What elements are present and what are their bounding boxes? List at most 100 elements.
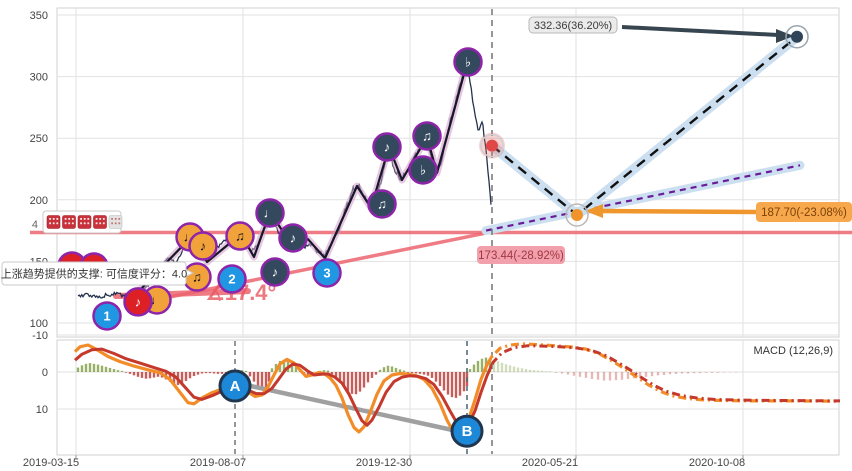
macd-histogram-bar xyxy=(638,372,642,378)
note-marker-dark[interactable] xyxy=(412,121,442,151)
support-icon xyxy=(46,215,61,229)
macd-histogram-bar xyxy=(216,372,220,374)
note-marker-dark-glyph: ♪ xyxy=(272,264,279,279)
macd-histogram-bar xyxy=(488,358,492,372)
support-icon-pip xyxy=(52,218,55,220)
macd-histogram-bar xyxy=(212,372,216,374)
macd-histogram-bar xyxy=(692,372,696,374)
macd-histogram-bar xyxy=(608,372,612,381)
macd-histogram-bar xyxy=(264,372,268,388)
support-level-label[interactable] xyxy=(477,246,565,264)
upside-target-dot[interactable] xyxy=(791,30,803,43)
macd-histogram-bar xyxy=(406,372,410,373)
signal-line-projection xyxy=(492,344,841,403)
macd-histogram-bar xyxy=(414,372,418,374)
note-marker-dark[interactable] xyxy=(453,47,483,77)
macd-histogram-bar xyxy=(492,359,496,372)
current-price-dot[interactable] xyxy=(486,139,498,152)
support-icon-pip xyxy=(80,218,82,220)
macd-histogram-bar xyxy=(438,372,442,387)
macd-histogram-bar xyxy=(710,372,714,373)
macd-point-A[interactable] xyxy=(218,369,252,403)
macd-histogram-bar xyxy=(394,367,398,372)
channel-projection-line[interactable] xyxy=(485,164,801,232)
macd-histogram-bar xyxy=(120,370,124,372)
note-marker-dark-glyph: ♩ xyxy=(264,205,277,220)
support-icon-pip xyxy=(56,218,59,220)
note-marker-dark[interactable] xyxy=(372,132,402,162)
support-icon-pip xyxy=(99,218,102,220)
note-marker-dark[interactable] xyxy=(408,155,438,185)
macd-histogram-bar xyxy=(462,372,466,392)
macd-histogram-bar xyxy=(602,372,606,381)
macd-params-label: MACD (12,26,9) xyxy=(754,345,833,357)
upside-target-label[interactable] xyxy=(528,16,618,34)
macd-histogram-bar xyxy=(496,361,500,372)
macd-histogram-bar xyxy=(422,372,426,375)
macd-histogram-bar xyxy=(620,372,624,380)
pivot-number-marker[interactable] xyxy=(92,301,122,331)
macd-histogram-bar xyxy=(410,372,414,374)
macd-histogram-bar xyxy=(116,370,120,372)
macd-y-tick-label: 10 xyxy=(36,404,48,416)
macd-histogram-bar xyxy=(382,367,386,372)
macd-histogram-bar xyxy=(188,372,192,379)
downside-arrowhead xyxy=(585,204,603,218)
downside-arrow-shaft xyxy=(600,208,758,215)
note-marker-orange[interactable] xyxy=(225,221,255,251)
x-tick-label: 2020-10-08 xyxy=(689,457,745,469)
macd-histogram-bar xyxy=(156,372,160,377)
pivot-number-label: 2 xyxy=(228,272,235,287)
note-marker-orange-glyph: ♪ xyxy=(200,239,207,254)
macd-histogram-bar xyxy=(252,372,256,382)
support-icon-pip xyxy=(102,222,105,225)
macd-histogram-bar xyxy=(584,372,588,378)
pivot-number-marker[interactable] xyxy=(217,264,247,294)
macd-histogram-bar xyxy=(398,369,402,372)
note-marker-red[interactable] xyxy=(123,287,153,317)
macd-histogram-bar xyxy=(668,372,672,375)
tooltip-box xyxy=(1,261,187,286)
note-marker-dark[interactable] xyxy=(367,189,397,219)
downside-target-label[interactable] xyxy=(756,202,852,222)
macd-histogram-bar xyxy=(267,372,271,382)
macd-histogram-bar xyxy=(112,369,116,372)
macd-histogram-bar xyxy=(96,364,100,372)
macd-histogram-bar xyxy=(454,372,458,398)
macd-histogram-bar xyxy=(674,372,678,374)
macd-histogram-bar xyxy=(540,370,544,372)
support-icon-pip xyxy=(114,222,117,225)
macd-point-label-B: B xyxy=(462,423,473,440)
note-marker-dark[interactable] xyxy=(255,198,285,228)
macd-histogram-bar xyxy=(128,372,132,374)
macd-histogram-bar xyxy=(370,372,374,378)
macd-histogram-bar xyxy=(248,372,252,377)
target-arrowhead xyxy=(776,29,794,43)
macd-histogram-bar xyxy=(476,360,480,372)
macd-histogram-bar xyxy=(330,372,334,375)
note-marker-dark[interactable] xyxy=(278,223,308,253)
macd-histogram-bar xyxy=(196,372,200,375)
pivot-number-marker[interactable] xyxy=(312,258,342,288)
macd-histogram-bar xyxy=(362,372,366,388)
macd-histogram-bar xyxy=(566,372,570,375)
note-marker-orange[interactable] xyxy=(188,231,218,261)
note-marker-red-glyph: ♪ xyxy=(135,294,142,309)
support-icon-pip xyxy=(83,222,86,225)
macd-point-B[interactable] xyxy=(450,414,484,448)
macd-histogram-bar xyxy=(274,363,278,372)
macd-point-label-A: A xyxy=(230,378,241,395)
note-marker-dark[interactable] xyxy=(260,257,290,287)
macd-histogram-bar xyxy=(88,363,92,372)
support-icon-pip xyxy=(95,222,98,225)
downside-target-dot[interactable] xyxy=(571,208,583,221)
macd-histogram-bar xyxy=(698,372,702,374)
macd-histogram-bar xyxy=(430,372,434,378)
support-icon-pip xyxy=(83,218,86,220)
macd-histogram-bar xyxy=(532,370,536,372)
note-marker-dark-glyph: ♫ xyxy=(377,196,387,211)
support-icon-pip xyxy=(118,222,121,225)
support-icon-pip xyxy=(52,222,55,225)
note-marker-dark-glyph: ♪ xyxy=(290,230,297,245)
macd-histogram-bar xyxy=(686,372,690,374)
